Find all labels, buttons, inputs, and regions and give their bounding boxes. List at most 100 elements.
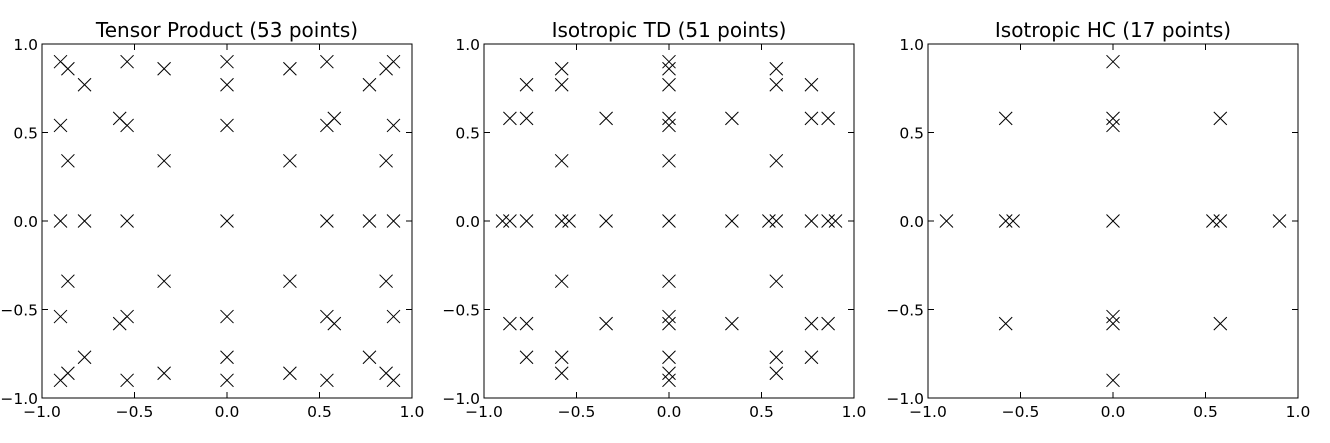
marker-stroke [61, 366, 75, 381]
y-tick-label: 0.5 [455, 125, 480, 143]
marker-stroke [769, 350, 784, 365]
data-point-x-marker [362, 77, 377, 92]
x-tick-label: 1.0 [842, 403, 867, 421]
y-tick-label: −1.0 [442, 390, 480, 408]
data-point-x-marker [220, 309, 234, 324]
data-point-x-marker [519, 350, 534, 365]
data-point-x-marker [320, 214, 334, 228]
marker-stroke [725, 111, 739, 126]
marker-stroke [120, 214, 134, 228]
marker-stroke [283, 366, 297, 381]
marker-stroke [599, 214, 613, 228]
data-point-x-marker [939, 214, 954, 228]
data-point-x-marker [804, 77, 819, 92]
x-tick-label: 0.5 [1193, 403, 1218, 421]
data-point-x-marker [1106, 118, 1120, 133]
marker-stroke [725, 316, 739, 331]
marker-stroke [320, 214, 334, 228]
data-point-x-marker [804, 214, 819, 228]
marker-stroke [503, 316, 517, 331]
marker-stroke [157, 366, 171, 381]
data-point-x-marker [662, 309, 676, 324]
data-point-x-marker [998, 214, 1013, 228]
data-point-x-marker [379, 274, 393, 289]
marker-stroke [519, 77, 534, 92]
data-point-x-marker [220, 54, 234, 69]
marker-stroke [379, 274, 393, 289]
marker-stroke [662, 350, 676, 365]
data-point-x-marker [327, 316, 342, 331]
y-tick-label: 0.5 [13, 125, 38, 143]
marker-stroke [662, 373, 676, 388]
data-point-x-marker [283, 153, 297, 168]
data-point-x-marker [503, 111, 517, 126]
data-point-x-marker [769, 214, 784, 228]
marker-stroke [61, 153, 75, 168]
data-point-x-marker [554, 153, 569, 168]
data-point-x-marker [283, 274, 297, 289]
data-point-x-marker [1006, 214, 1020, 228]
marker-stroke [821, 111, 835, 126]
marker-stroke [77, 77, 92, 92]
tick-group: −1.0 −0.5 0.0 0.5 1.0 1.0 0.5 0.0 −0.5 −1.0 [442, 36, 866, 421]
data-point-x-marker [283, 366, 297, 381]
marker-stroke [53, 214, 68, 228]
data-point-x-marker [503, 316, 517, 331]
marker-stroke [804, 214, 819, 228]
x-tick-label: 0.0 [1101, 403, 1126, 421]
data-point-x-marker [220, 118, 234, 133]
marker-group [495, 54, 843, 388]
marker-stroke [77, 350, 92, 365]
marker-stroke [769, 61, 784, 76]
marker-stroke [1213, 214, 1228, 228]
data-point-x-marker [220, 214, 234, 228]
data-point-x-marker [599, 316, 613, 331]
data-point-x-marker [821, 111, 835, 126]
data-point-x-marker [120, 373, 134, 388]
marker-stroke [1213, 316, 1228, 331]
marker-stroke [157, 61, 171, 76]
marker-stroke [599, 111, 613, 126]
marker-stroke [662, 316, 676, 331]
data-point-x-marker [503, 214, 517, 228]
marker-stroke [362, 77, 377, 92]
x-tick-label: 0.5 [749, 403, 774, 421]
data-point-x-marker [662, 77, 676, 92]
data-point-x-marker [53, 309, 68, 324]
marker-stroke [769, 274, 784, 289]
data-point-x-marker [386, 309, 401, 324]
marker-stroke [386, 54, 401, 69]
data-point-x-marker [61, 274, 75, 289]
marker-stroke [386, 214, 401, 228]
marker-stroke [769, 214, 784, 228]
data-point-x-marker [769, 350, 784, 365]
y-tick-label: 0.0 [455, 213, 480, 231]
marker-stroke [828, 214, 843, 228]
marker-stroke [554, 214, 569, 228]
x-tick-label: −1.0 [465, 403, 503, 421]
marker-stroke [804, 111, 819, 126]
marker-stroke [283, 274, 297, 289]
data-point-x-marker [769, 274, 784, 289]
marker-stroke [120, 54, 134, 69]
data-point-x-marker [554, 366, 569, 381]
marker-stroke [804, 77, 819, 92]
marker-stroke [725, 214, 739, 228]
marker-stroke [283, 61, 297, 76]
y-tick-label: −1.0 [0, 390, 38, 408]
data-point-x-marker [61, 366, 75, 381]
x-tick-label: 1.0 [1286, 403, 1311, 421]
marker-stroke [1106, 118, 1120, 133]
data-point-x-marker [804, 316, 819, 331]
data-point-x-marker [320, 54, 334, 69]
marker-stroke [519, 350, 534, 365]
data-point-x-marker [519, 316, 534, 331]
marker-stroke [662, 54, 676, 69]
marker-stroke [503, 111, 517, 126]
y-tick-label: −0.5 [442, 302, 480, 320]
data-point-x-marker [379, 153, 393, 168]
marker-stroke [1106, 373, 1120, 388]
marker-stroke [998, 214, 1013, 228]
data-point-x-marker [662, 274, 676, 289]
x-tick-label: −1.0 [909, 403, 947, 421]
